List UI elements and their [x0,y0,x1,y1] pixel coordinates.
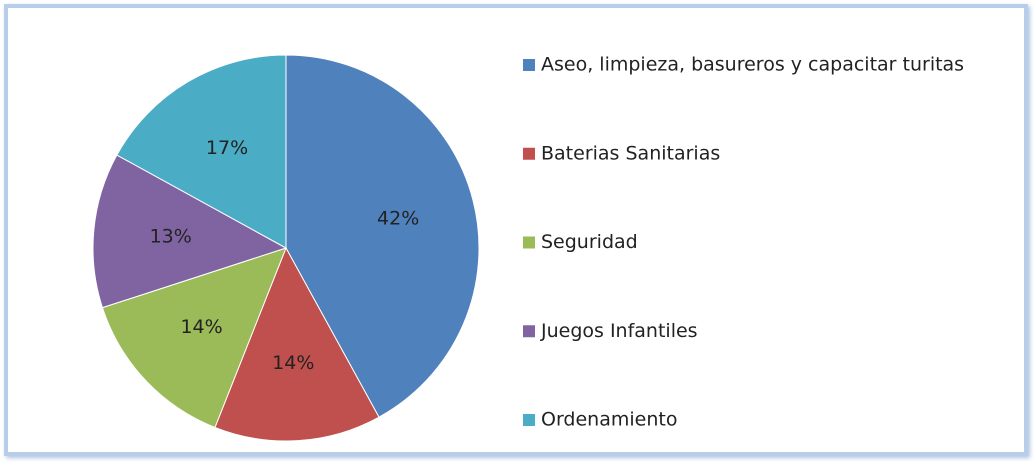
pie-slice [92,154,288,309]
data-label: 42% [377,208,419,230]
pie: 42% 14% 14% 13% 17% [92,54,480,442]
pie-slice [116,54,287,249]
data-label: 14% [180,316,222,338]
legend-swatch [523,59,535,71]
legend-label: Baterias Sanitarias [541,142,720,164]
data-label: 13% [150,226,192,248]
pie-slice [214,246,380,442]
legend-label: Aseo, limpieza, basureros y capacitar tu… [541,54,964,76]
legend-swatch [523,325,535,338]
legend: Aseo, limpieza, basureros y capacitar tu… [523,54,964,431]
legend-label: Juegos Infantiles [540,320,698,342]
legend-swatch [523,236,535,249]
pie-slice [285,54,480,418]
legend-label: Ordenamiento [541,409,677,431]
legend-swatch [523,414,535,426]
data-label: 17% [206,137,248,159]
legend-swatch [523,147,535,160]
data-label: 14% [272,352,314,374]
legend-label: Seguridad [541,231,638,253]
